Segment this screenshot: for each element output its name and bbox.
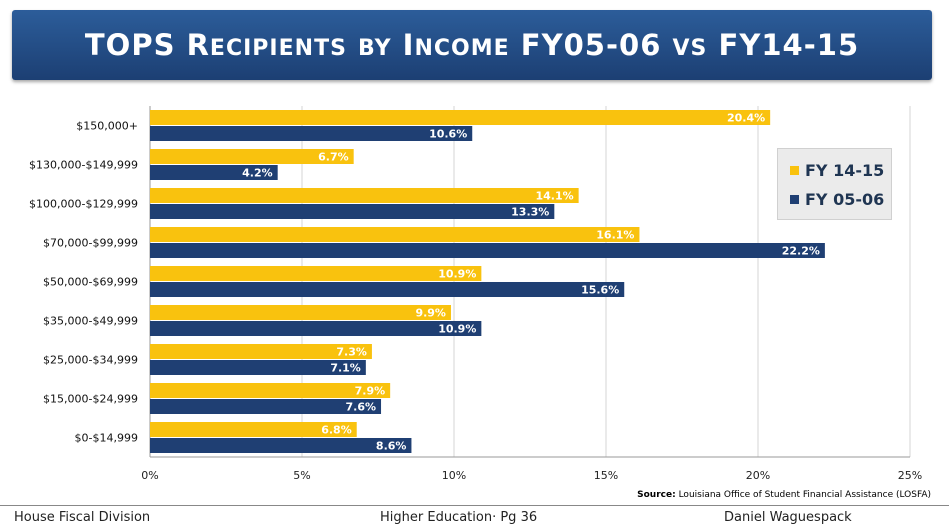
bar-fy1415 bbox=[150, 383, 391, 398]
bar-fy1415 bbox=[150, 188, 579, 203]
data-label: 4.2% bbox=[242, 167, 273, 180]
legend-item-fy1415: FY 14-15 bbox=[790, 158, 884, 182]
bar-fy0506 bbox=[150, 321, 482, 336]
bar-fy0506 bbox=[150, 399, 382, 414]
data-label: 22.2% bbox=[782, 245, 820, 258]
legend-item-fy0506: FY 05-06 bbox=[790, 187, 884, 211]
category-label: $35,000-$49,999 bbox=[43, 315, 138, 328]
x-tick-label: 15% bbox=[594, 469, 618, 482]
source-note: Source: Louisiana Office of Student Fina… bbox=[637, 490, 931, 500]
data-label: 10.6% bbox=[429, 128, 467, 141]
category-label: $150,000+ bbox=[76, 120, 138, 133]
category-label: $25,000-$34,999 bbox=[43, 354, 138, 367]
page-title: TOPS RECIPIENTS BY INCOME FY05-06 VS FY1… bbox=[84, 28, 860, 62]
footer-divider bbox=[0, 505, 949, 506]
data-label: 10.9% bbox=[438, 268, 476, 281]
bar-chart: 0% 5% 10% 15% 20% 25% $150,000+ 20.4% 10.6% $130,… bbox=[29, 106, 922, 482]
data-label: 8.6% bbox=[376, 440, 407, 453]
bar-fy1415 bbox=[150, 227, 640, 242]
legend-swatch-fy1415 bbox=[790, 165, 799, 175]
bar-fy1415 bbox=[150, 344, 372, 359]
legend-swatch-fy0506 bbox=[790, 194, 799, 204]
bar-fy0506 bbox=[150, 243, 825, 258]
bar-fy1415 bbox=[150, 305, 451, 320]
bar-fy0506 bbox=[150, 438, 412, 453]
category-label: $0-$14,999 bbox=[75, 432, 138, 445]
x-tick-label: 0% bbox=[141, 469, 158, 482]
footer-center: Higher Education· Pg 36 bbox=[380, 510, 538, 525]
bar-fy0506 bbox=[150, 165, 278, 180]
data-label: 7.1% bbox=[330, 362, 361, 375]
data-label: 16.1% bbox=[596, 229, 634, 242]
data-label: 7.9% bbox=[355, 385, 386, 398]
source-text: Louisiana Office of Student Financial As… bbox=[678, 490, 931, 500]
x-tick-label: 25% bbox=[898, 469, 922, 482]
bar-fy1415 bbox=[150, 149, 354, 164]
category-label: $70,000-$99,999 bbox=[43, 237, 138, 250]
x-tick-label: 10% bbox=[442, 469, 466, 482]
bar-fy1415 bbox=[150, 266, 482, 281]
legend-label-fy1415: FY 14-15 bbox=[805, 160, 885, 180]
data-label: 10.9% bbox=[438, 323, 476, 336]
category-label: $130,000-$149,999 bbox=[29, 159, 138, 172]
legend-label-fy0506: FY 05-06 bbox=[805, 189, 885, 209]
data-label: 6.8% bbox=[321, 424, 352, 437]
bar-fy0506 bbox=[150, 126, 473, 141]
data-label: 13.3% bbox=[511, 206, 549, 219]
category-label: $50,000-$69,999 bbox=[43, 276, 138, 289]
data-label: 7.3% bbox=[336, 346, 367, 359]
data-label: 20.4% bbox=[727, 112, 765, 125]
footer-right: Daniel Waguespack bbox=[724, 510, 852, 525]
data-label: 15.6% bbox=[581, 284, 619, 297]
bar-fy1415 bbox=[150, 422, 357, 437]
bar-fy1415 bbox=[150, 110, 771, 125]
category-label: $15,000-$24,999 bbox=[43, 393, 138, 406]
title-banner: TOPS RECIPIENTS BY INCOME FY05-06 VS FY1… bbox=[12, 10, 932, 80]
data-label: 9.9% bbox=[415, 307, 446, 320]
category-label: $100,000-$129,999 bbox=[29, 198, 138, 211]
source-label: Source: bbox=[637, 490, 676, 500]
bar-fy0506 bbox=[150, 360, 366, 375]
chart-legend: FY 14-15 FY 05-06 bbox=[777, 148, 892, 220]
data-label: 6.7% bbox=[318, 151, 349, 164]
data-label: 7.6% bbox=[346, 401, 377, 414]
data-label: 14.1% bbox=[535, 190, 573, 203]
x-tick-label: 20% bbox=[746, 469, 770, 482]
bar-fy0506 bbox=[150, 282, 625, 297]
x-tick-label: 5% bbox=[293, 469, 310, 482]
bar-fy0506 bbox=[150, 204, 555, 219]
footer-left: House Fiscal Division bbox=[14, 510, 151, 525]
